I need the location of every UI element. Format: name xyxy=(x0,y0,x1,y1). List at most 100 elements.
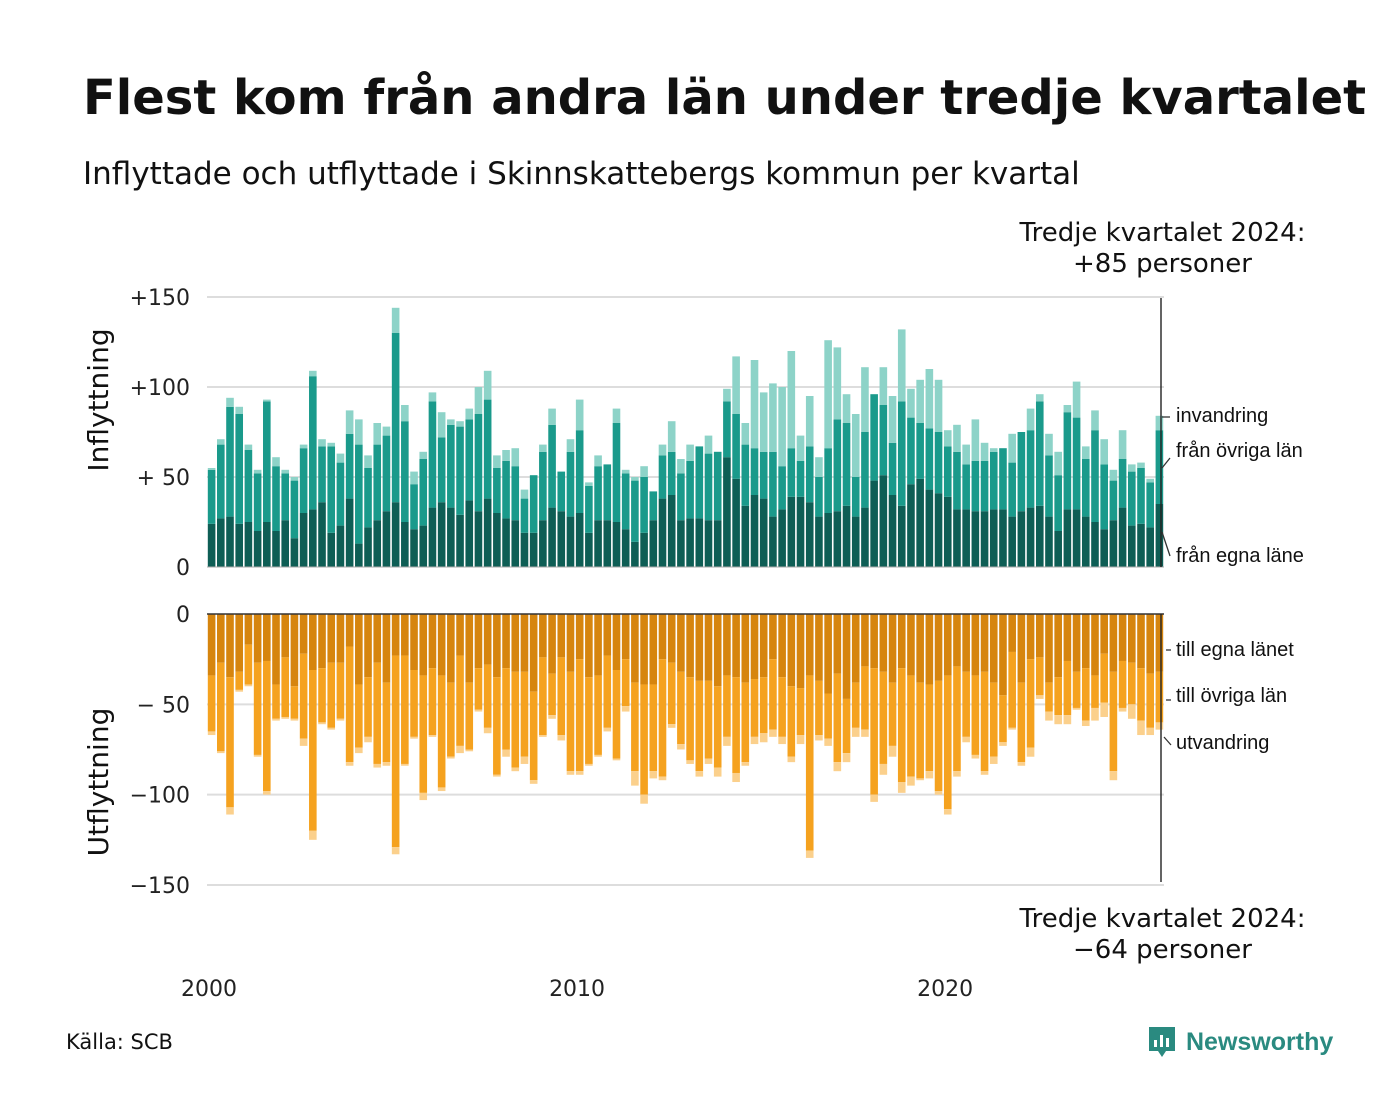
bar-in-own xyxy=(235,523,244,567)
bar-out-emig xyxy=(373,763,382,768)
bar-in-own xyxy=(575,513,584,567)
bar-out-own xyxy=(327,614,336,663)
bar-out-own xyxy=(971,614,980,676)
bar-out-own xyxy=(364,614,372,678)
bar-out-other xyxy=(318,668,326,723)
series-label-bottom: utvandring xyxy=(1176,732,1269,754)
bar-out-other xyxy=(575,659,584,772)
bar-out-emig xyxy=(999,742,1007,746)
bar-out-emig xyxy=(419,792,428,801)
bar-in-intl xyxy=(318,439,326,447)
bar-out-own xyxy=(879,614,888,672)
bar-out-own xyxy=(1072,614,1081,672)
bar-out-emig xyxy=(557,735,566,741)
bar-out-other xyxy=(649,684,658,772)
bar-out-other xyxy=(769,659,777,730)
bar-in-intl xyxy=(833,347,842,420)
ytick-top-label: 0 xyxy=(176,556,190,581)
bar-in-own xyxy=(640,532,648,567)
bar-out-emig xyxy=(364,736,372,743)
bar-out-other xyxy=(493,677,501,775)
bar-out-other xyxy=(1137,668,1145,721)
bar-out-emig xyxy=(1100,702,1108,717)
bar-out-other xyxy=(723,675,731,737)
bar-in-other xyxy=(916,423,924,479)
bar-in-other xyxy=(907,417,915,485)
bar-in-other xyxy=(971,460,980,512)
bar-in-other xyxy=(447,424,455,508)
leader-line xyxy=(1161,531,1171,557)
bar-out-emig xyxy=(861,729,869,737)
bar-in-other xyxy=(778,466,786,510)
bar-out-own xyxy=(815,614,823,681)
bar-in-intl xyxy=(1035,394,1044,402)
bar-out-other xyxy=(704,680,713,759)
bar-out-other xyxy=(842,698,851,754)
bar-in-intl xyxy=(548,408,556,425)
bar-out-own xyxy=(309,614,317,671)
bar-in-other xyxy=(649,491,658,521)
annotation-top-line2: +85 personer xyxy=(1073,249,1252,279)
bar-out-other xyxy=(677,671,685,745)
bar-out-emig xyxy=(621,706,630,712)
bar-out-own xyxy=(1091,614,1099,676)
bar-in-intl xyxy=(364,455,372,468)
bar-out-own xyxy=(437,614,446,676)
bar-in-other xyxy=(759,451,768,499)
bar-out-emig xyxy=(483,727,492,734)
bar-in-intl xyxy=(925,369,934,429)
bar-in-other xyxy=(244,450,253,522)
bar-out-other xyxy=(483,664,492,728)
bar-in-own xyxy=(309,509,317,567)
bar-in-other xyxy=(309,376,317,510)
bar-out-own xyxy=(382,614,391,683)
bar-in-own xyxy=(989,509,998,567)
bar-out-other xyxy=(999,695,1007,743)
bar-out-own xyxy=(557,614,566,658)
xtick-label: 2010 xyxy=(549,977,605,1002)
bar-in-intl xyxy=(1063,405,1072,413)
bar-in-intl xyxy=(207,468,216,470)
bar-out-other xyxy=(1045,682,1053,712)
bar-in-other xyxy=(327,446,336,533)
bar-in-own xyxy=(631,541,639,567)
bar-out-other xyxy=(529,691,538,781)
ytick-top-label: +100 xyxy=(130,376,190,401)
bar-in-own xyxy=(1063,509,1072,567)
bar-in-own xyxy=(253,531,262,567)
bar-out-own xyxy=(483,614,492,665)
bar-in-other xyxy=(621,473,630,530)
bar-out-own xyxy=(539,614,547,658)
bar-in-other xyxy=(943,446,952,497)
bar-in-other xyxy=(842,423,851,506)
bar-out-emig xyxy=(980,771,989,775)
bar-in-own xyxy=(391,502,400,567)
bar-in-other xyxy=(437,437,446,503)
bar-out-own xyxy=(299,614,308,654)
bar-out-own xyxy=(1045,614,1053,683)
bar-in-other xyxy=(299,448,308,513)
bar-out-own xyxy=(631,614,639,683)
bar-out-emig xyxy=(456,745,464,754)
bar-in-other xyxy=(511,466,520,521)
bar-out-other xyxy=(410,670,418,737)
bar-out-other xyxy=(511,671,520,768)
annotation-bottom-line2: −64 personer xyxy=(1073,935,1252,965)
bar-in-intl xyxy=(971,419,980,461)
bar-in-other xyxy=(787,448,796,497)
bar-out-emig xyxy=(815,735,823,741)
bar-in-other xyxy=(594,466,602,521)
bar-in-own xyxy=(493,513,501,567)
bar-in-intl xyxy=(851,414,860,477)
bar-out-own xyxy=(373,614,382,663)
bar-out-own xyxy=(732,614,740,678)
bar-out-own xyxy=(962,614,970,672)
bar-out-emig xyxy=(226,807,234,815)
bar-out-emig xyxy=(244,684,253,687)
bar-in-own xyxy=(447,507,455,567)
bar-out-other xyxy=(1146,673,1154,728)
bar-in-own xyxy=(465,500,474,567)
bar-out-own xyxy=(704,614,713,681)
bar-out-own xyxy=(916,614,924,683)
bar-out-other xyxy=(1072,671,1081,708)
